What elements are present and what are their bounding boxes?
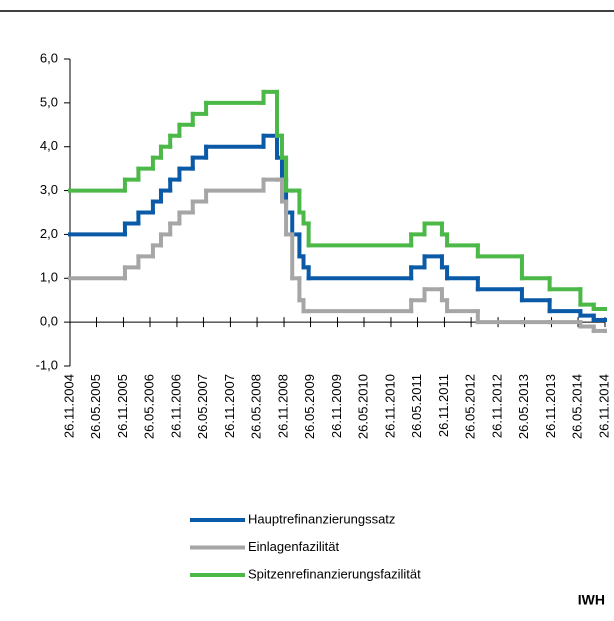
source: IWH (578, 592, 605, 608)
x-tick-label: 26.11.2007 (222, 374, 237, 438)
y-tick-label: -1,0 (36, 357, 58, 372)
x-tick-label: 26.05.2008 (249, 374, 264, 439)
legend-label: Spitzenrefinanzierungsfazilität (248, 566, 421, 581)
x-tick-label: 26.05.2005 (88, 374, 103, 439)
x-tick-label: 26.11.2005 (115, 374, 130, 438)
x-tick-label: 26.05.2011 (409, 374, 424, 438)
x-tick-label: 26.11.2011 (436, 374, 451, 437)
y-tick-label: 5,0 (40, 94, 58, 109)
y-tick-label: 2,0 (40, 226, 58, 241)
x-tick-label: 26.05.2009 (302, 374, 317, 439)
x-tick-label: 26.05.2014 (569, 374, 584, 439)
x-tick-label: 26.11.2013 (543, 374, 558, 438)
x-tick-label: 26.05.2013 (516, 374, 531, 439)
x-tick-label: 26.05.2007 (195, 374, 210, 439)
y-tick-label: 0,0 (40, 314, 58, 329)
x-tick-label: 26.11.2010 (382, 374, 397, 438)
x-tick-label: 26.11.2014 (596, 374, 611, 438)
x-tick-label: 26.11.2009 (329, 374, 344, 438)
legend-label: Hauptrefinanzierungssatz (248, 511, 395, 526)
y-tick-label: 6,0 (40, 50, 58, 65)
y-tick-label: 1,0 (40, 270, 58, 285)
x-tick-label: 26.05.2010 (355, 374, 370, 439)
x-tick-label: 26.05.2012 (463, 374, 478, 439)
y-tick-label: 4,0 (40, 138, 58, 153)
y-tick-label: 3,0 (40, 182, 58, 197)
x-tick-label: 26.05.2006 (141, 374, 156, 439)
legend-label: Einlagenfazilität (248, 539, 339, 554)
x-tick-label: 26.11.2008 (275, 374, 290, 438)
x-tick-label: 26.11.2004 (61, 374, 76, 438)
x-tick-label: 26.11.2006 (168, 374, 183, 438)
x-tick-label: 26.11.2012 (489, 374, 504, 438)
